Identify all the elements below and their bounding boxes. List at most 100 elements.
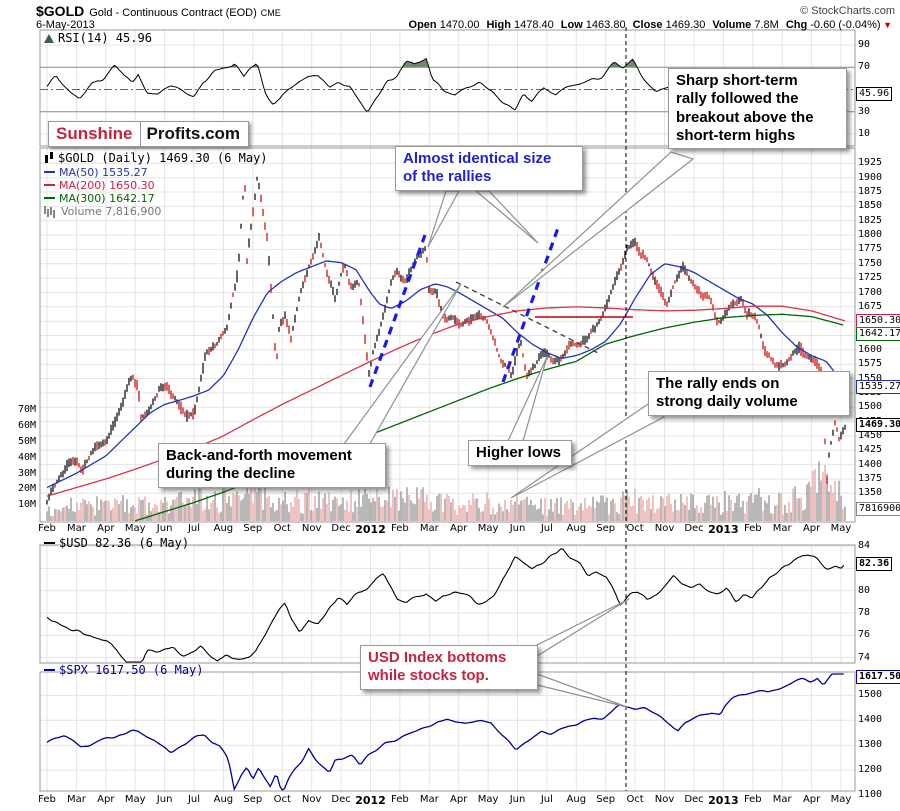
xaxis-label: Aug [566,794,587,805]
volume-ytick: 10M [17,499,36,511]
xaxis-label: Feb [391,523,409,534]
xaxis-label: Aug [566,523,587,534]
chart-date: 6-May-2013 [36,19,95,31]
xaxis-label: Mar [419,523,439,534]
xaxis-label: Mar [66,794,86,805]
volume-ytick: 30M [17,467,36,479]
spx-label: $SPX 1617.50 (6 May) [59,663,204,677]
xaxis-label: Oct [273,794,291,805]
legend-item-label: MA(300) 1642.17 [59,192,155,205]
annotation-almost-identical-rallies: Almost identical size of the rallies [395,146,583,191]
annotation-usd-bottoms-stocks-top: USD Index bottoms while stocks top. [360,645,538,690]
legend-item: MA(200) 1650.30 [44,179,161,192]
legend-item-label: MA(50) 1535.27 [59,166,148,179]
xaxis-label: Nov [654,794,675,805]
usd-label: $USD 82.36 (6 May) [59,536,190,550]
legend-item-label: Volume 7,816,900 [61,205,162,218]
xaxis-label: Feb [743,794,762,805]
quote-high-label: High [486,19,511,31]
spx-ytick: 1300 [858,739,883,751]
spx-ytick: 1500 [858,689,883,701]
xaxis-label: Nov [654,523,675,534]
xaxis-label: Sep [596,523,616,534]
quote-chg-label: Chg [785,19,808,31]
quote-close-label: Close [632,19,663,31]
legend-item: MA(300) 1642.17 [44,192,161,205]
rsi-ytick: 70 [858,61,871,73]
xaxis-label: 2012 [355,523,386,536]
price-ytick: 1750 [858,257,883,269]
xaxis-label: May [830,523,852,534]
annotation-higher-lows: Higher lows [468,440,572,467]
usd-ytick: 80 [858,584,871,596]
price-value-box: 1469.30 [856,417,900,432]
xaxis-label: May [124,523,146,534]
gold-legend-text: $GOLD (Daily) 1469.30 (6 May) [58,151,268,165]
price-ytick: 1575 [858,358,883,370]
quote-line: Open 1470.00 High 1478.40 Low 1463.80 Close… [402,19,892,31]
change-down-arrow-icon: ▼ [880,20,892,30]
quote-volume-label: Volume [712,19,752,31]
line-swatch-icon [44,542,55,544]
xaxis-label: Dec [331,794,351,805]
chart-header: $GOLD Gold - Continuous Contract (EOD) CME [36,3,896,19]
price-ytick: 1675 [858,300,883,312]
xaxis-label: Sep [596,794,616,805]
xaxis-label: Apr [97,794,115,805]
price-ytick: 1400 [858,458,883,470]
rsi-ytick: 90 [858,39,871,51]
ticker-symbol: $GOLD [36,3,85,19]
xaxis-label: May [124,794,146,805]
indicator-icon [44,34,54,43]
xaxis-label: Jun [156,523,173,534]
xaxis-label: Apr [802,794,821,805]
xaxis-label: Jun [156,794,173,805]
quote-close-value: 1469.30 [662,19,706,31]
xaxis-label: May [477,794,499,805]
price-ytick: 1700 [858,286,883,298]
xaxis-label: 2013 [708,523,739,536]
volume-ytick: 50M [17,435,36,447]
xaxis-label: Apr [97,523,115,534]
line-swatch-icon [44,171,55,173]
xaxis-label: Aug [213,523,234,534]
xaxis-label: Oct [626,523,644,534]
rsi-ytick: 10 [858,127,871,139]
candlestick-icon [44,152,54,163]
xaxis-label: Jul [187,794,201,805]
xaxis-label: Jul [187,523,201,534]
volume-bars-icon [44,205,57,215]
xaxis-label: Mar [772,794,792,805]
price-ytick: 1375 [858,473,883,484]
line-swatch-icon [44,669,55,671]
sunshineprofits-logo: Sunshine Profits.com [48,121,250,147]
xaxis-label: Dec [684,523,704,534]
rsi-legend: RSI(14) 45.96 [44,31,152,45]
usd-ytick: 84 [858,540,871,552]
xaxis-label: Dec [684,794,704,805]
volume-ytick: 70M [17,404,36,416]
price-ytick: 1850 [858,200,883,212]
xaxis-label: Dec [331,523,351,534]
xaxis-label: Apr [450,794,468,805]
price-ytick: 1725 [858,272,883,284]
legend-item: Volume 7,816,900 [44,205,161,218]
spx-ytick: 1400 [858,714,883,726]
price-ytick: 1900 [858,171,883,183]
usd-ytick: 74 [858,651,871,663]
annotation-back-and-forth: Back-and-forth movement during the decli… [158,443,386,488]
spx-legend: $SPX 1617.50 (6 May) [44,663,204,677]
quote-volume-value: 7.8M [751,19,779,31]
price-ytick: 1800 [858,229,883,241]
xaxis-label: Aug [213,794,234,805]
price-ytick: 1825 [858,214,883,226]
price-ytick: 1450 [858,429,883,441]
xaxis-label: 2012 [355,794,386,807]
xaxis-label: May [477,523,499,534]
spx-ytick: 1100 [858,789,883,800]
gold-legend-title: $GOLD (Daily) 1469.30 (6 May) [44,151,268,165]
xaxis-label: Jul [540,523,553,534]
price-value-box: 1535.27 [856,380,900,394]
rsi-label: RSI(14) 45.96 [58,31,152,45]
